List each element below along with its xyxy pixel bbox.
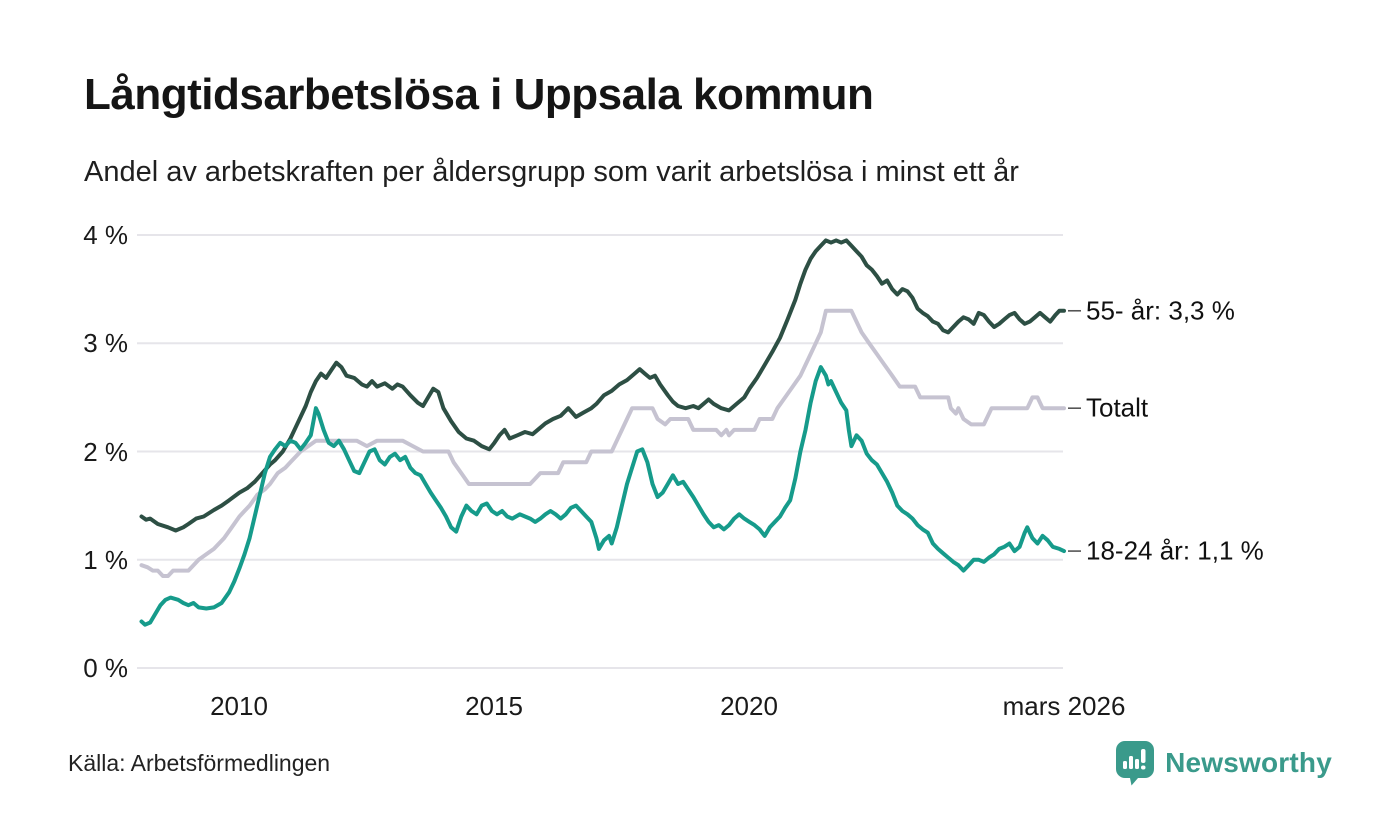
x-axis-tick-mars-2026: mars 2026 bbox=[1002, 691, 1126, 721]
y-axis-tick-4: 4 % bbox=[83, 220, 128, 250]
series-end-ticks bbox=[1068, 309, 1081, 552]
x-axis-tick-2015: 2015 bbox=[465, 691, 523, 721]
line-55--år bbox=[139, 238, 1066, 533]
series-lines bbox=[139, 238, 1066, 627]
series-label-totalt: Totalt bbox=[1086, 392, 1149, 423]
x-axis-tick-2010: 2010 bbox=[210, 691, 268, 721]
x-axis-tick-2020: 2020 bbox=[720, 691, 778, 721]
bar-chart-speech-bubble-icon bbox=[1116, 741, 1155, 786]
line-Totalt bbox=[139, 308, 1066, 578]
source-note: Källa: Arbetsförmedlingen bbox=[68, 750, 331, 776]
series-label-18-24-ar: 18-24 år: 1,1 % bbox=[1086, 535, 1264, 566]
y-axis-tick-1: 1 % bbox=[83, 545, 128, 575]
page-subtitle: Andel av arbetskraften per åldersgrupp s… bbox=[84, 156, 1019, 188]
y-axis-tick-3: 3 % bbox=[83, 328, 128, 358]
brand-name: Newsworthy bbox=[1165, 747, 1332, 778]
y-axis-tick-0: 0 % bbox=[83, 653, 128, 683]
series-label-55-ar: 55- år: 3,3 % bbox=[1086, 295, 1235, 326]
page-title: Långtidsarbetslösa i Uppsala kommun bbox=[84, 70, 874, 119]
y-axis-tick-2: 2 % bbox=[83, 437, 128, 467]
brand-logo: Newsworthy bbox=[1115, 740, 1332, 786]
line-18-24-år bbox=[139, 365, 1066, 627]
